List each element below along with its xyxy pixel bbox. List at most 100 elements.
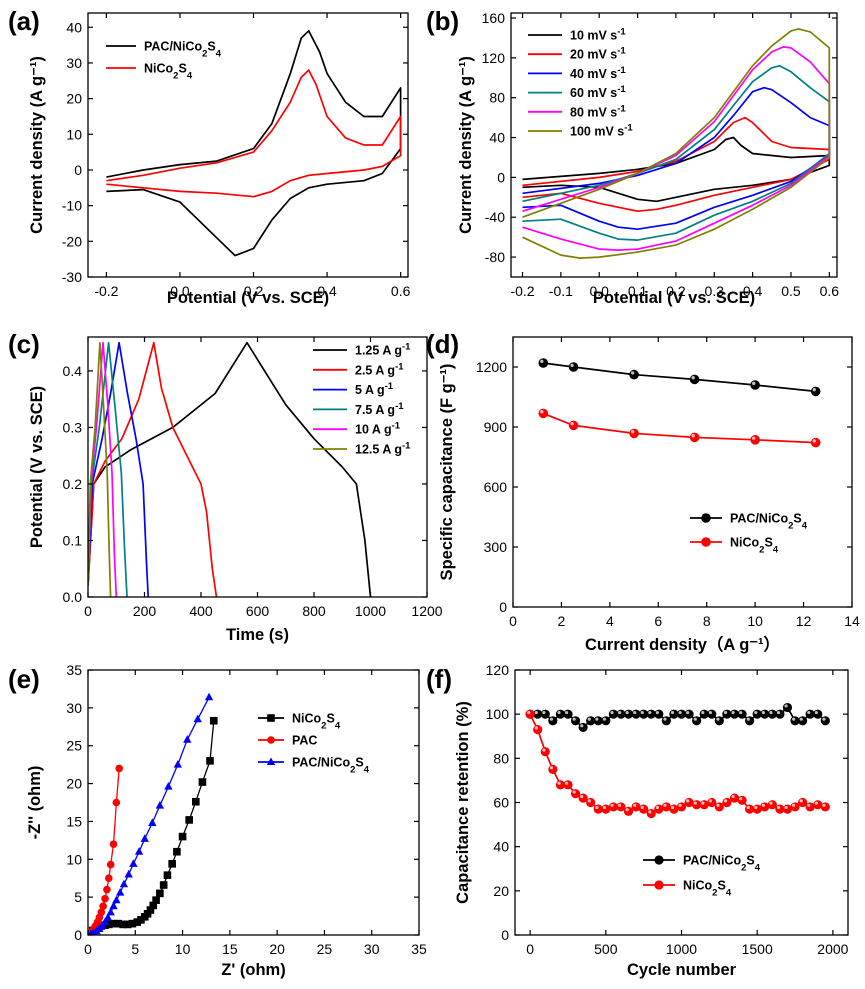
data-point-d-1-2 [629,428,639,439]
data-point-f-0-7 [578,722,588,733]
data-point-e-2-13 [129,859,138,867]
y-tick-label-d-0: 0 [499,599,507,615]
legend-marker-f-0 [654,855,664,865]
y-tick-label-e-3: 15 [66,813,82,829]
x-tick-label-d-5: 10 [747,613,763,629]
panel-label-b: (b) [426,6,459,36]
series-line-b-0 [522,136,831,203]
panel-b: (b) -0.2 -0.1 0.0 0.1 0.2 0.3 0.4 0.5 0.6 -80 -40 0 4… [426,6,839,307]
data-point-e-2-14 [134,847,144,855]
x-tick-label-c-3: 600 [246,603,270,619]
data-point-e-2-16 [148,818,157,826]
panel-d: (d) 0 2 4 6 8 10 12 14 0 300 600 900 1200 Current dens… [426,329,860,654]
legend-f: PAC/NiCo2S4 NiCo2S4 [643,854,761,898]
y-tick-label-b-6: 160 [482,10,506,26]
data-point-e-2-7 [106,907,115,916]
y-tick-label-c-2: 0.2 [63,476,83,492]
legend-b: 10 mV s-1 20 mV s-1 40 mV s-1 60 mV s-1 80 m… [528,26,633,139]
series-line-b-3 [522,64,831,241]
data-point-e-2-10 [115,888,125,896]
data-point-f-0-21 [684,709,694,719]
y-tick-label-e-6: 30 [66,700,82,716]
x-tick-label-c-4: 800 [302,603,326,619]
data-point-f-0-22 [692,716,702,726]
data-point-e-2-17 [155,800,165,809]
legend-label-a-0: PAC/NiCo2S4 [144,40,222,60]
data-point-e-0-21 [163,871,172,879]
series-line-d-0 [543,362,816,393]
data-point-d-0-0 [538,358,549,368]
y-axis-title-b: Current density (A g⁻¹) [457,56,475,234]
data-point-f-0-3 [548,716,558,726]
x-tick-label-d-2: 4 [606,613,614,629]
series-line-a-0 [106,29,402,257]
panel-e: (e) 0 5 10 15 20 25 30 35 0 5 10 15 20 25 30 35 Z' (ohm) -… [8,662,427,979]
legend-d: PAC/NiCo2S4 NiCo2S4 [690,512,808,556]
data-point-e-0-10 [123,920,132,929]
data-point-d-0-5 [810,386,821,397]
data-point-f-1-2 [540,747,550,757]
series-line-d-1 [542,412,816,444]
x-axis-title-b: Potential (V vs. SCE) [593,289,755,307]
panel-f: (f) 0 500 1000 1500 2000 0 20 40 60 80 100 120 Cycle … [426,662,849,979]
data-point-f-1-5 [563,780,573,790]
y-tick-label-d-3: 900 [484,419,508,435]
data-point-e-0-28 [206,757,214,765]
data-point-f-0-28 [737,709,747,719]
x-tick-label-f-4: 2000 [817,941,848,957]
data-point-d-1-3 [689,432,700,443]
series-group-e [88,692,218,935]
data-point-f-0-25 [714,716,724,726]
data-point-e-2-6 [103,913,113,921]
x-tick-label-f-1: 500 [594,941,618,957]
x-axis-title-f: Cycle number [627,961,737,979]
legend-marker-d-1 [701,537,711,547]
legend-label-d-1: NiCo2S4 [730,536,779,556]
y-tick-label-e-5: 25 [66,738,82,754]
series-group-a [106,29,402,257]
data-point-e-1-13 [112,798,121,807]
x-tick-label-e-3: 15 [222,941,238,957]
x-tick-label-d-6: 12 [796,613,812,629]
legend-marker-e-0 [267,714,275,722]
series-line-c-0 [88,341,372,597]
data-point-e-0-27 [198,778,207,786]
data-point-e-0-11 [128,919,137,928]
data-point-f-0-17 [654,709,664,719]
data-point-e-0-6 [105,920,113,929]
y-tick-label-d-1: 300 [484,539,508,555]
data-point-f-0-10 [601,716,611,726]
y-tick-label-e-7: 35 [66,662,82,678]
data-point-e-2-8 [109,901,118,910]
y-tick-label-e-0: 0 [74,927,82,943]
series-line-f-1 [529,713,826,815]
x-tick-label-e-1: 5 [131,941,139,957]
legend-label-c-0: 1.25 A g-1 [355,341,411,358]
x-tick-label-e-5: 25 [317,941,333,957]
data-point-e-2-5 [100,917,110,926]
x-tick-label-d-3: 6 [654,613,662,629]
data-point-f-1-0 [525,709,535,719]
data-point-d-0-4 [750,380,760,390]
data-point-e-2-22 [204,692,214,701]
y-tick-label-a-3: 0 [74,162,82,178]
x-tick-label-b-2: 0.0 [589,283,609,299]
y-tick-label-c-1: 0.1 [63,532,83,548]
data-point-f-0-29 [745,716,755,726]
legend-marker-e-1 [267,736,275,744]
y-tick-label-e-4: 20 [66,776,82,792]
y-axis-title-e: -Z'' (ohm) [26,766,44,840]
x-tick-label-d-1: 2 [558,613,566,629]
data-point-e-0-16 [146,906,155,914]
x-tick-label-d-4: 8 [703,613,711,629]
x-tick-label-c-0: 0 [84,603,92,619]
data-point-e-0-23 [173,847,181,856]
data-point-d-0-1 [568,362,579,372]
x-tick-label-f-2: 1000 [666,941,697,957]
data-point-f-1-39 [820,802,830,812]
data-point-f-0-18 [661,716,671,726]
data-point-e-0-26 [192,797,200,806]
plot-frame-d [512,336,853,608]
legend-marker-d-0 [701,513,711,523]
y-tick-label-b-4: 80 [489,90,505,106]
